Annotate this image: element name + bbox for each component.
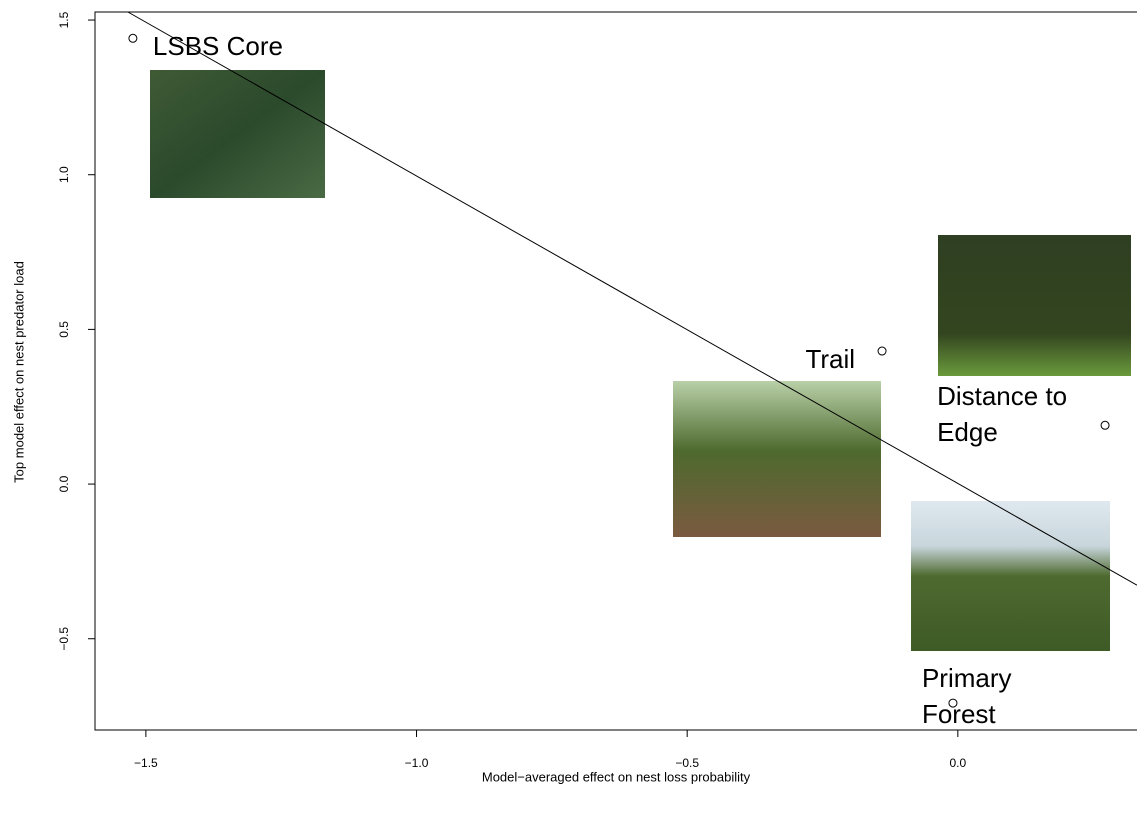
point (1100, 420, 1110, 430)
x-tick-label: 0.0 (949, 756, 966, 770)
point-label: Distance to (937, 381, 1067, 411)
photo (673, 381, 881, 537)
point-label: Trail (805, 344, 855, 374)
point (948, 698, 958, 708)
plot-frame (94, 11, 1137, 731)
point-label: Primary (922, 663, 1012, 693)
photo (938, 235, 1131, 376)
point (128, 33, 138, 43)
y-axis-label: Top model effect on nest predator load (11, 261, 26, 483)
fit-line (127, 11, 1137, 586)
y-tick-label: 0.5 (57, 321, 71, 338)
x-tick-label: −1.5 (134, 756, 158, 770)
point-label: LSBS Core (153, 31, 283, 61)
point-label: Forest (922, 699, 996, 729)
point (877, 346, 887, 356)
y-tick-label: 0.0 (57, 475, 71, 492)
x-axis-label: Model−averaged effect on nest loss proba… (482, 769, 751, 784)
photo (150, 70, 325, 198)
point-label: Edge (937, 417, 998, 447)
y-tick-label: 1.0 (57, 166, 71, 183)
x-tick-label: −1.0 (405, 756, 429, 770)
x-tick-label: −0.5 (675, 756, 699, 770)
photo (911, 501, 1110, 651)
y-tick-label: 1.5 (57, 11, 71, 28)
y-tick-label: −0.5 (57, 627, 71, 651)
